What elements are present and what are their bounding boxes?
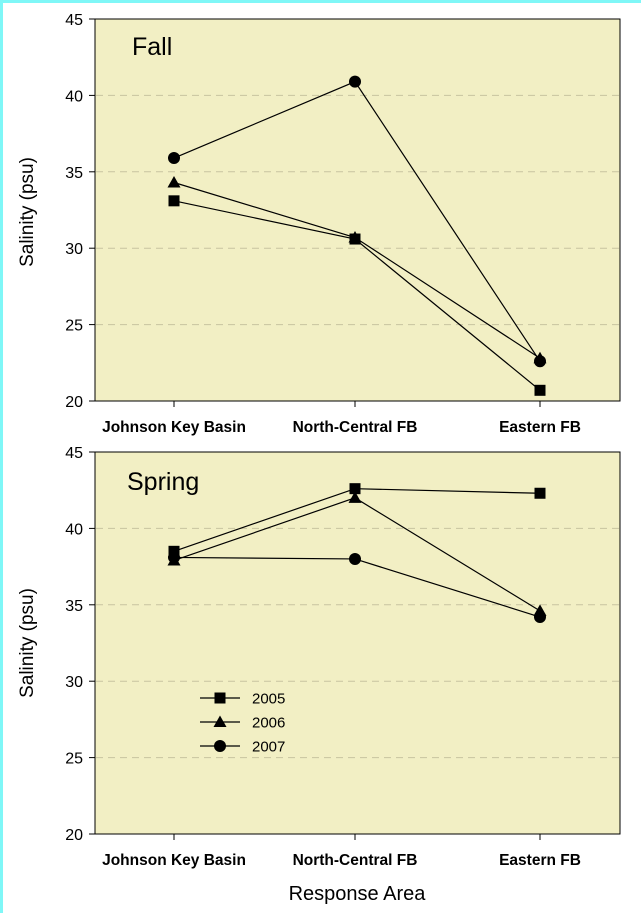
x-tick-label: Johnson Key Basin [102, 852, 246, 869]
y-tick-label: 40 [65, 521, 83, 538]
legend-marker [213, 715, 227, 727]
y-tick-label: 45 [65, 445, 83, 462]
y-tick-label: 45 [65, 12, 83, 29]
data-point-2005 [168, 195, 180, 207]
x-tick-label: Eastern FB [499, 852, 581, 869]
y-axis-label: Salinity (psu) [17, 588, 38, 698]
data-point-2006 [348, 231, 362, 243]
y-tick-label: 25 [65, 318, 83, 335]
data-point-2005 [534, 384, 546, 396]
y-tick-label: 30 [65, 674, 83, 691]
y-tick-label: 35 [65, 165, 83, 182]
x-tick-label: Johnson Key Basin [102, 419, 246, 436]
data-point-2007 [349, 75, 361, 88]
x-tick-label: Eastern FB [499, 419, 581, 436]
data-point-2005 [168, 545, 180, 557]
panel-label: Fall [132, 33, 172, 61]
data-point-2007 [349, 552, 361, 565]
legend-marker [214, 740, 226, 752]
chart-panel-spring: 20 25 30 35 40 45 Johnson Key Basin North-Centr… [17, 445, 621, 905]
data-point-2006 [167, 175, 181, 188]
y-tick-label: 35 [65, 598, 83, 615]
x-axis-label: Response Area [289, 883, 427, 905]
legend-label: 2005 [252, 691, 285, 708]
data-point-2005 [349, 483, 361, 495]
data-point-2007 [534, 355, 546, 368]
plot-area [94, 451, 621, 835]
y-axis-label: Salinity (psu) [17, 157, 38, 267]
legend: 2005 2006 2007 [200, 691, 285, 756]
legend-marker [214, 692, 226, 704]
chart-panel-fall: 20 25 30 35 40 45 Johnson Key Basin North-Centr… [17, 12, 621, 436]
data-point-2007 [168, 152, 180, 165]
x-tick-label: North-Central FB [293, 852, 418, 869]
panel-label: Spring [127, 468, 199, 496]
legend-label: 2006 [252, 715, 285, 732]
data-point-2007 [534, 611, 546, 624]
y-tick-label: 40 [65, 88, 83, 105]
y-tick-label: 20 [65, 827, 83, 844]
data-point-2007 [168, 551, 180, 564]
data-point-2006 [348, 491, 362, 503]
y-tick-label: 25 [65, 751, 83, 768]
y-tick-label: 30 [65, 241, 83, 258]
legend-label: 2007 [252, 739, 285, 756]
y-tick-label: 20 [65, 394, 83, 411]
data-point-2005 [534, 487, 546, 499]
x-tick-label: North-Central FB [293, 419, 418, 436]
